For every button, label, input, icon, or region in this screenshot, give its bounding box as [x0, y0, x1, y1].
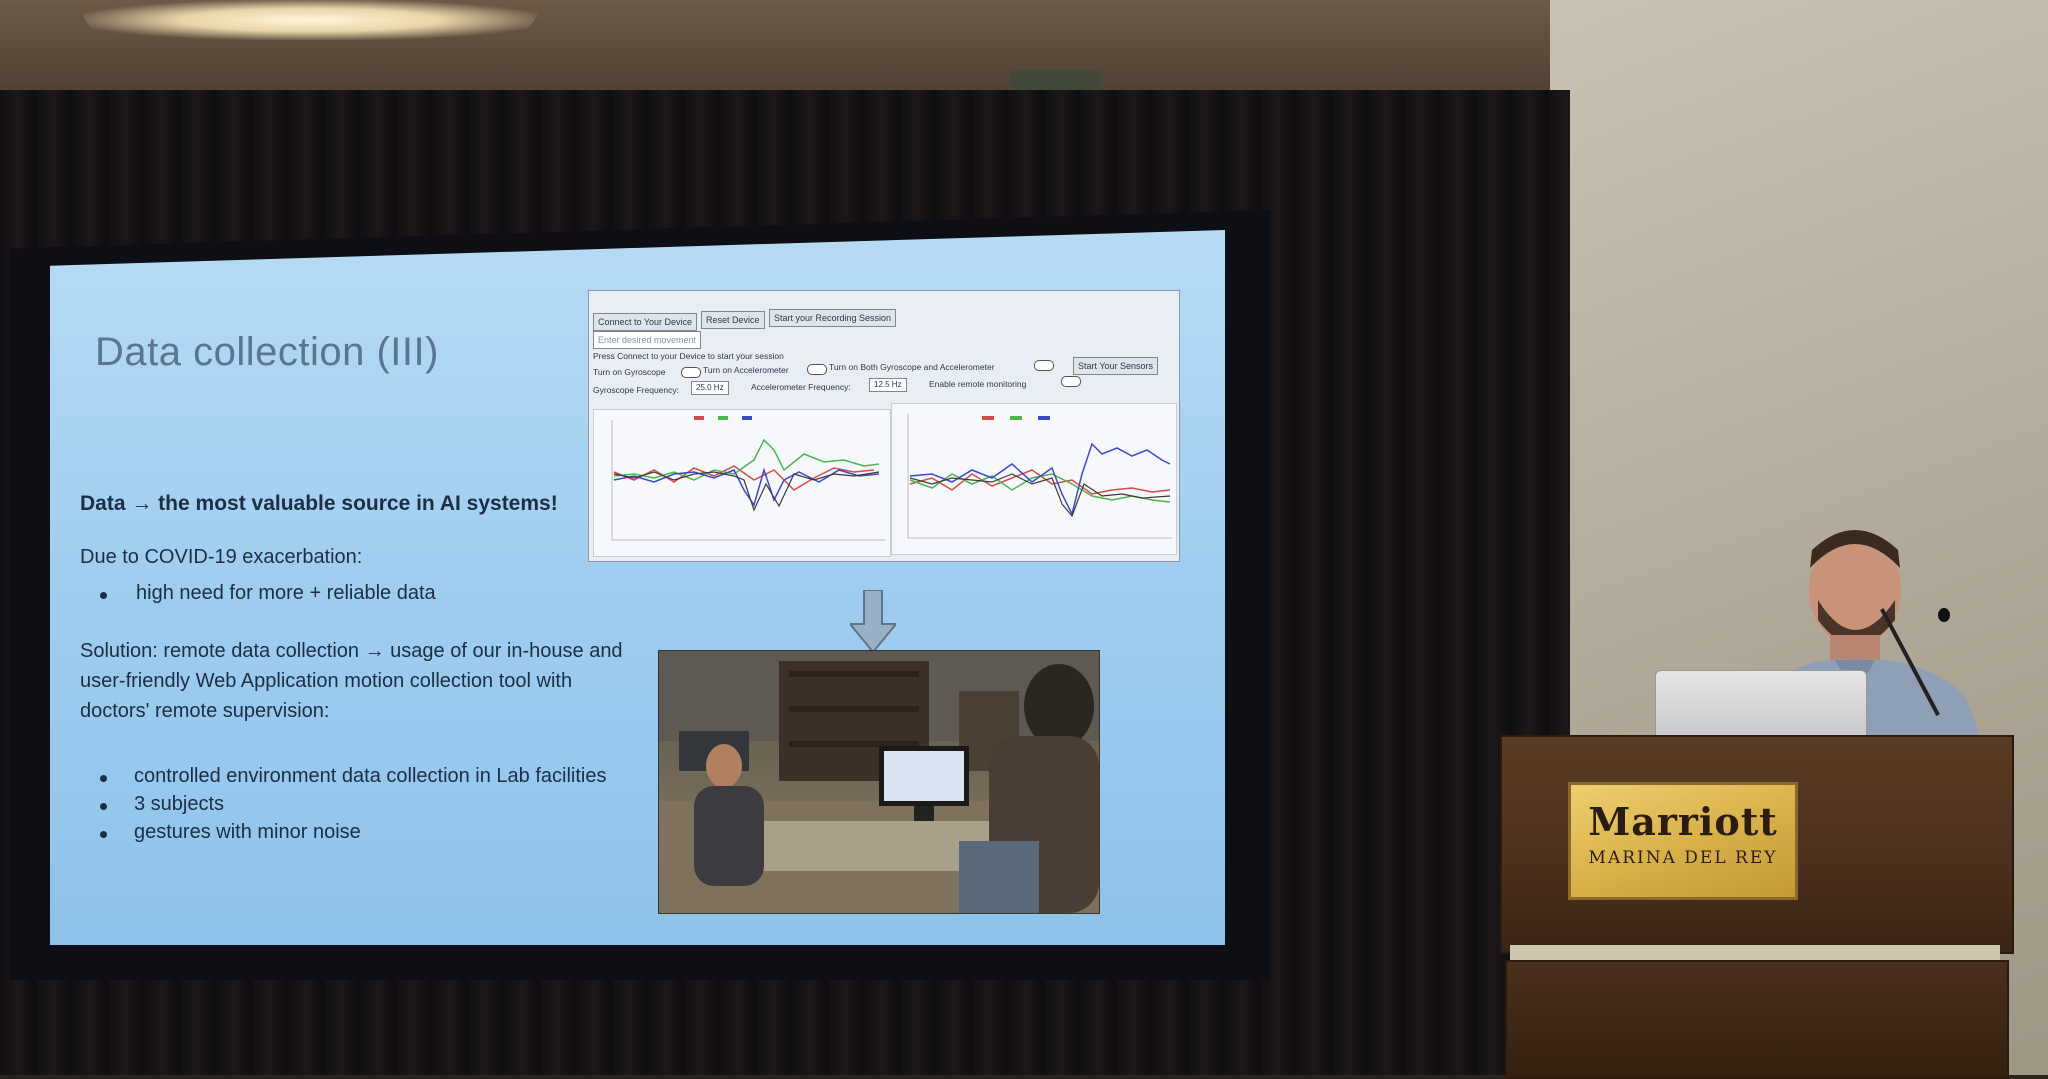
legend-swatch-x: [694, 416, 704, 420]
microphone-icon: [1938, 608, 1950, 622]
legend-swatch-y: [1010, 416, 1022, 420]
ceiling-light: [80, 0, 540, 40]
slide-covid-line: Due to COVID-19 exacerbation:: [80, 546, 363, 568]
movement-input[interactable]: Enter desired movement: [593, 331, 702, 349]
gyro-toggle[interactable]: [681, 367, 701, 378]
slide-title: Data collection (III): [95, 330, 439, 374]
accel-series-x: [909, 469, 1171, 495]
accel-toggle-label: Turn on Accelerometer: [703, 365, 789, 375]
slide-solution-line3: doctors' remote supervision:: [80, 700, 330, 722]
presentation-slide: Data collection (III) Data → the most va…: [50, 230, 1225, 945]
brand-logo-text: Marriott: [1588, 799, 1778, 844]
gyroscope-plot: [593, 409, 891, 557]
legend-swatch-z: [1038, 416, 1050, 420]
gyro-frequency-select[interactable]: 25.0 Hz: [691, 381, 729, 395]
start-session-button[interactable]: Start your Recording Session: [769, 309, 897, 327]
slide-headline: Data → the most valuable source in AI sy…: [80, 492, 558, 515]
both-toggle[interactable]: [1034, 360, 1054, 371]
connect-device-button[interactable]: Connect to Your Device: [593, 313, 698, 331]
gyro-series-x: [613, 465, 875, 491]
gyro-frequency-label: Gyroscope Frequency:: [593, 385, 679, 395]
gyro-series-dark: [613, 471, 880, 512]
brand-location-text: MARINA DEL REY: [1588, 848, 1778, 868]
person-right: [1024, 664, 1094, 748]
slide-solution-line1: Solution: remote data collection → usage…: [80, 640, 623, 662]
gyro-series-y: [613, 438, 880, 481]
lab-photo: [658, 650, 1100, 914]
podium-plaque: Marriott MARINA DEL REY: [1568, 782, 1798, 900]
legend-swatch-x: [982, 416, 994, 420]
lab-photo-scene: [659, 651, 1099, 913]
accel-series-dark: [909, 473, 1171, 518]
bullet-dot: [100, 831, 107, 838]
accelerometer-plot: [891, 403, 1177, 555]
bullet-dot: [100, 775, 107, 782]
gyro-series-z: [613, 467, 880, 507]
web-app-screenshot: Connect to Your Device Reset Device Star…: [588, 290, 1180, 562]
remote-monitoring-toggle[interactable]: [1061, 376, 1081, 387]
podium-base: [1505, 960, 2009, 1079]
bullet-dot: [100, 592, 107, 599]
accelerometer-plot-svg: [907, 414, 1172, 539]
down-arrow-icon: [850, 590, 896, 652]
laptop: [1655, 670, 1867, 737]
gyroscope-plot-svg: [611, 416, 886, 541]
gyro-toggle-label: Turn on Gyroscope: [593, 367, 666, 377]
slide-bullet-need: high need for more + reliable data: [136, 582, 436, 604]
both-toggle-label: Turn on Both Gyroscope and Accelerometer: [829, 362, 995, 372]
accel-frequency-label: Accelerometer Frequency:: [751, 382, 851, 392]
accel-series-y: [909, 473, 1171, 503]
slide-bullet-2: 3 subjects: [134, 793, 225, 815]
status-text: Press Connect to your Device to start yo…: [593, 351, 784, 361]
accel-frequency-select[interactable]: 12.5 Hz: [869, 378, 907, 392]
accel-series-z: [909, 442, 1171, 517]
slide-solution-line2: user-friendly Web Application motion col…: [80, 670, 573, 692]
accel-toggle[interactable]: [807, 364, 827, 375]
remote-monitoring-label: Enable remote monitoring: [929, 379, 1027, 389]
start-sensors-button[interactable]: Start Your Sensors: [1073, 357, 1159, 375]
slide-bullet-1: controlled environment data collection i…: [134, 765, 607, 787]
podium-ledge: [1510, 945, 2000, 963]
reset-device-button[interactable]: Reset Device: [701, 311, 765, 329]
legend-swatch-z: [742, 416, 752, 420]
bullet-dot: [100, 803, 107, 810]
slide-bullet-3: gestures with minor noise: [134, 821, 361, 843]
legend-swatch-y: [718, 416, 728, 420]
person-left: [706, 744, 742, 788]
